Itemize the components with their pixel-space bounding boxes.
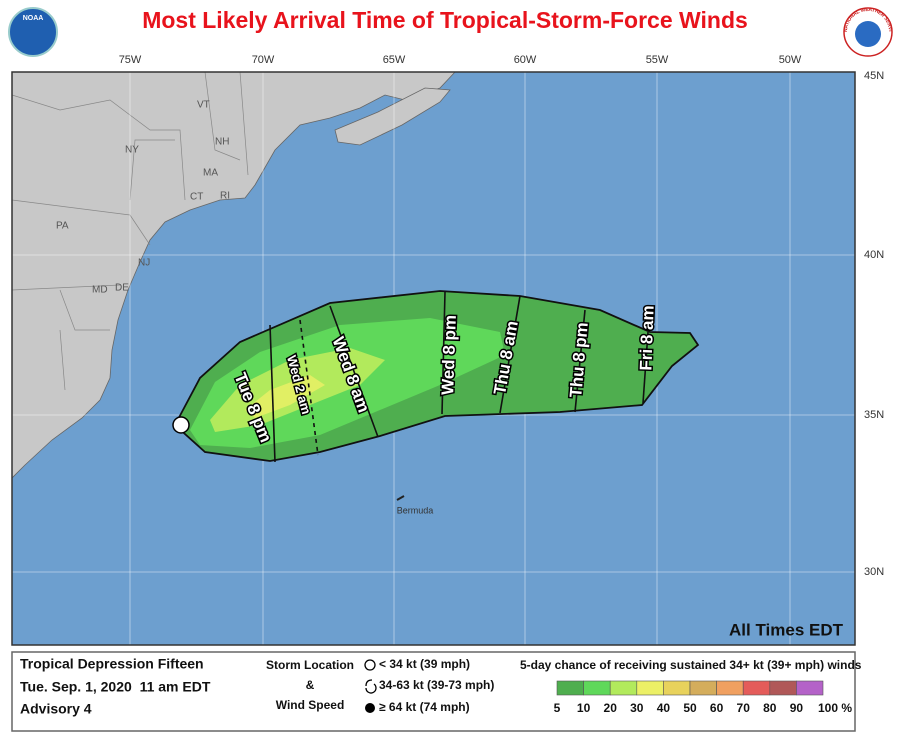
scale-swatch xyxy=(583,680,611,696)
symbol-label: 34-63 kt (39-73 mph) xyxy=(379,678,494,692)
lon-label: 60W xyxy=(514,54,537,66)
state-label: NY xyxy=(125,145,139,156)
symbol-title: Wind Speed xyxy=(276,698,345,712)
lon-label: 50W xyxy=(779,54,802,66)
symbol-icon xyxy=(365,703,375,713)
scale-label: 70 xyxy=(737,701,751,715)
scale-label: 50 xyxy=(683,701,697,715)
logo-inner xyxy=(855,21,881,47)
scale-label: 90 xyxy=(790,701,804,715)
scale-title: 5-day chance of receiving sustained 34+ … xyxy=(520,658,862,672)
place-label: Bermuda xyxy=(397,505,434,515)
time-line xyxy=(299,319,319,456)
map: VT NH NY MA CT RI PA NJ DE MD xyxy=(11,71,856,646)
time-lines xyxy=(269,291,649,463)
symbol-title: & xyxy=(306,678,315,692)
state-label: MA xyxy=(203,168,218,179)
scale: 5 10 20 30 40 50 60 70 80 90 100 % xyxy=(554,680,852,715)
legend: Tropical Depression Fifteen Tue. Sep. 1,… xyxy=(11,651,862,732)
advisory: Advisory 4 xyxy=(20,701,92,717)
symbol-icon xyxy=(364,659,376,671)
scale-swatch xyxy=(689,680,717,696)
time-line xyxy=(329,305,379,438)
scale-swatch xyxy=(636,680,664,696)
scale-label: 60 xyxy=(710,701,724,715)
lon-label: 75W xyxy=(119,54,142,66)
state-label: DE xyxy=(115,283,129,294)
scale-swatch xyxy=(663,680,691,696)
scale-label: 100 % xyxy=(818,701,852,715)
logo-circle xyxy=(8,7,58,57)
lon-label: 65W xyxy=(383,54,406,66)
lat-label: 45N xyxy=(864,70,884,82)
state-label: CT xyxy=(190,192,203,203)
state-label: PA xyxy=(56,221,69,232)
scale-swatch xyxy=(742,680,771,696)
state-label: RI xyxy=(220,191,230,202)
scale-label: 20 xyxy=(604,701,618,715)
state-label: NH xyxy=(215,137,229,148)
scale-label: 40 xyxy=(657,701,671,715)
logo-text: NOAA xyxy=(23,15,44,22)
scale-swatch xyxy=(556,680,584,696)
scale-swatch xyxy=(769,680,797,696)
note: All Times EDT xyxy=(729,620,844,639)
scale-label: 10 xyxy=(577,701,591,715)
time-label: Wed 8 pm xyxy=(438,315,460,396)
time-line xyxy=(441,291,446,415)
title: Most Likely Arrival Time of Tropical-Sto… xyxy=(142,7,748,33)
scale-swatch xyxy=(716,680,744,696)
time-label: Thu 8 pm xyxy=(566,321,592,398)
state-label: MD xyxy=(92,285,108,296)
state-label: VT xyxy=(197,100,210,111)
scale-label: 5 xyxy=(554,701,561,715)
lat-label: 35N xyxy=(864,409,884,421)
scale-label: 80 xyxy=(763,701,777,715)
bermuda-island xyxy=(396,495,405,501)
time-label: Fri 8 am xyxy=(636,305,657,371)
lat-label: 40N xyxy=(864,249,884,261)
storm-name: Tropical Depression Fifteen xyxy=(20,656,204,672)
symbol-title: Storm Location xyxy=(266,658,354,672)
state-label: NJ xyxy=(138,258,150,269)
time-line xyxy=(642,331,649,404)
time-line xyxy=(269,324,276,463)
symbol-label: ≥ 64 kt (74 mph) xyxy=(379,700,470,714)
scale-swatch xyxy=(796,680,824,696)
map-frame xyxy=(11,71,856,646)
noaa-logo: NOAA xyxy=(8,7,58,57)
lon-label: 70W xyxy=(252,54,275,66)
lat-label: 30N xyxy=(864,566,884,578)
scale-swatch xyxy=(609,680,638,696)
swath-zone xyxy=(245,375,325,418)
symbol-icon xyxy=(365,679,377,694)
issued: Tue. Sep. 1, 2020 11 am EDT xyxy=(20,679,211,695)
storm-location xyxy=(172,416,190,434)
time-line xyxy=(574,309,586,413)
time-line xyxy=(499,295,521,414)
symbol-label: < 34 kt (39 mph) xyxy=(379,657,470,671)
lon-label: 55W xyxy=(646,54,669,66)
scale-label: 30 xyxy=(630,701,644,715)
